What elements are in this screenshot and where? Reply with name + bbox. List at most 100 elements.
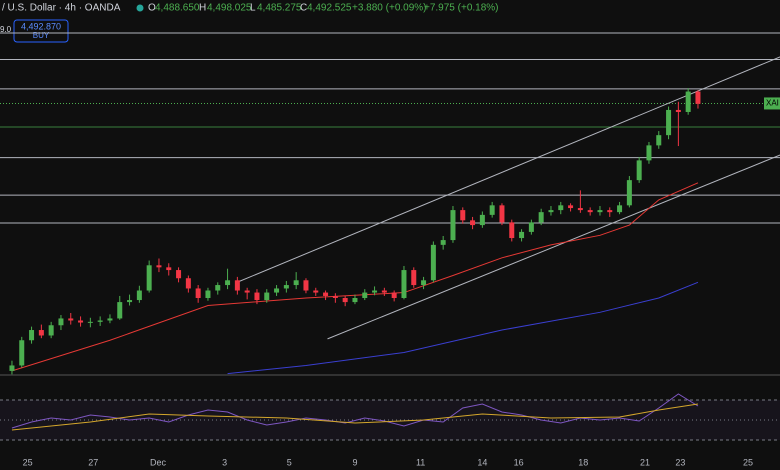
candle-body [450,210,456,241]
candle-body [205,290,211,299]
candle-body [332,295,338,299]
axis-fragment: 9.0 [0,25,12,34]
buy-price[interactable]: 4,492.870 [21,21,61,31]
candle-body [440,240,446,245]
candle-body [166,267,172,271]
candle-body [156,265,162,268]
candle-body [695,91,701,104]
candle-body [274,288,280,293]
candle-body [48,325,54,336]
candle-body [626,180,632,206]
o-label: O [148,3,156,14]
candle-body [342,298,348,303]
x-tick-label: 25 [743,457,753,467]
candle-body [127,300,133,303]
x-tick-label: 21 [640,457,650,467]
moving-average [227,281,699,375]
candle-body [19,340,25,366]
x-tick-label: 14 [477,457,487,467]
buy-box[interactable] [13,19,69,43]
candle-body [323,292,329,296]
candle-body [176,270,182,279]
candle-body [97,320,103,322]
x-tick-label: 11 [416,457,425,467]
candle-body [617,205,623,213]
high: 4,498.025 [207,3,252,14]
moving-average [11,182,699,372]
x-tick-label: 25 [23,457,33,467]
candle-body [254,292,260,301]
candle-body [401,270,407,299]
x-tick-label: 3 [222,457,227,467]
low: 4,485.275 [257,3,302,14]
candle-body [362,292,368,299]
candle-body [29,330,35,341]
candle-body [185,278,191,289]
buy-label[interactable]: BUY [33,31,50,40]
candle-body [87,321,93,323]
candle-body [68,318,74,321]
candle-body [470,220,476,226]
x-tick-label: Dec [150,457,167,467]
h-label: H [199,3,206,14]
candle-body [509,222,515,239]
candle-body [195,288,201,299]
x-tick-label: 5 [287,457,292,467]
candle-body [430,244,436,281]
x-tick-label: 9 [352,457,357,467]
candle-body [9,365,15,371]
candle-body [225,280,231,286]
candle-body [685,91,691,112]
candle-body [313,290,319,293]
candle-body [538,212,544,223]
candle-body [568,205,574,209]
candle-body [666,109,672,136]
candle-body [646,145,652,161]
buy-button[interactable]: 4,492.870 BUY [13,19,69,43]
candle-body [303,280,309,291]
candle-body [107,318,113,321]
candle-body [215,285,221,291]
candle-body [577,208,583,211]
candle-body [607,210,613,213]
x-tick-label: 27 [88,457,98,467]
candle-body [372,290,378,293]
candle-body [283,285,289,289]
x-tick-label: 23 [675,457,685,467]
candle-body [381,290,387,293]
candle-body [656,135,662,146]
candle-body [58,318,64,326]
change: +3.880 (+0.09%) [352,3,427,14]
candle-body [499,205,505,223]
x-tick-label: 16 [514,457,524,467]
rsi-line [11,393,699,429]
candle-body [597,210,603,213]
symbol: / U.S. Dollar · 4h · OANDA [2,3,121,14]
symbol-tag: XAI [766,99,779,108]
rsi-line [11,403,699,431]
candle-body [675,109,681,112]
header: / U.S. Dollar · 4h · OANDA O 4,488.650 H… [2,3,499,14]
candle-body [78,320,84,323]
candle-body [636,160,642,181]
candle-body [479,214,485,226]
candle-body [234,280,240,291]
candle-body [558,205,564,211]
candle-body [519,231,525,239]
candle-body [421,280,427,286]
symbol-tag-box [764,97,780,110]
candle-body [528,222,534,232]
x-tick-label: 18 [578,457,588,467]
candle-body [391,292,397,299]
candle-body [117,302,123,319]
candle-body [136,290,142,301]
candle-body [587,210,593,213]
status-dot [136,4,144,12]
candle-body [38,330,44,336]
candle-body [293,280,299,286]
candle-body [146,265,152,291]
c-label: C [300,3,307,14]
channel-line [327,154,780,340]
